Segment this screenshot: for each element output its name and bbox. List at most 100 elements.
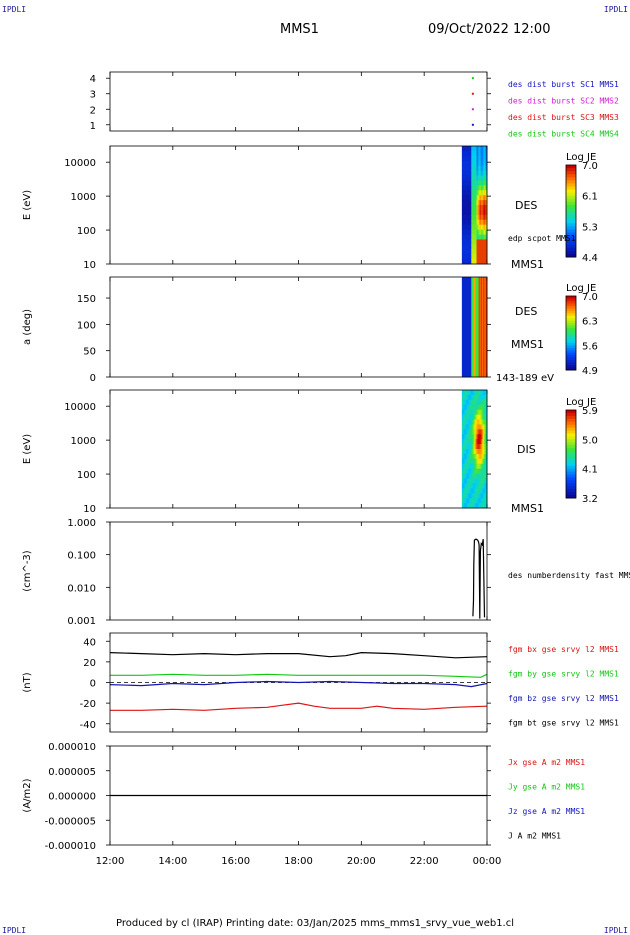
- panel-label-dis: DIS: [517, 443, 536, 456]
- y-axis-label: (A/m2): [22, 778, 33, 812]
- colorbar-1: Log JE7.0 6.1 5.3 4.4: [565, 152, 598, 264]
- y-axis-label: E (eV): [22, 190, 33, 220]
- y-tick-label: 10000: [64, 158, 96, 169]
- y-tick-label: 0: [90, 373, 96, 384]
- series-line-density-0: [472, 538, 486, 619]
- panel-frame-dis_energy: [109, 389, 488, 509]
- legend-bfield-2: fgm bz gse srvy l2 MMS1: [508, 694, 619, 703]
- panel-label-scpot: edp scpot MMS1: [508, 234, 576, 243]
- y-tick-label: 0.010: [67, 583, 96, 594]
- y-tick-label: 0: [90, 679, 96, 690]
- series-line-bfield-2: [109, 680, 488, 688]
- time-tick-label: 16:00: [221, 856, 250, 867]
- y-tick-label: 100: [77, 320, 96, 331]
- series-line-bfield-1: [110, 673, 488, 678]
- y-tick-label: 1000: [71, 192, 96, 203]
- legend-current-0: Jx gse A m2 MMS1: [508, 758, 585, 767]
- corner-label-top-right: IPDLI: [603, 5, 628, 14]
- burst-mark-3: [471, 77, 474, 80]
- panel-frame-density: [109, 521, 488, 621]
- colorbar-title: Log JE: [566, 283, 596, 294]
- y-tick-label: 0.001: [67, 616, 96, 627]
- heatmap-des_pitch: [461, 277, 488, 378]
- corner-label-top-left: IPDLI: [2, 5, 27, 14]
- legend-density-0: des numberdensity fast MMS1: [508, 571, 630, 580]
- burst-mark-0: [471, 123, 474, 126]
- colorbar-2: Log JE7.0 6.3 5.6 4.9: [565, 283, 598, 377]
- y-tick-label: 20: [83, 658, 96, 669]
- y-tick-label: 100: [77, 470, 96, 481]
- y-axis-burst: 1 2 3 4: [90, 72, 491, 132]
- y-tick-label: 3: [90, 90, 96, 101]
- y-axis-label: (nT): [22, 672, 33, 692]
- legend-bfield-0: fgm bx gse srvy l2 MMS1: [508, 645, 619, 654]
- panel-frame-des_pitch: [109, 276, 488, 378]
- series-line-bfield-3: [109, 651, 488, 659]
- legend-burst-1: des dist burst SC2 MMS2: [508, 97, 619, 106]
- y-axis-des_pitch: 0 50 100 150 a (deg): [22, 277, 491, 384]
- y-tick-label: -0.000010: [45, 841, 96, 852]
- y-tick-label: 0.000000: [48, 792, 96, 803]
- time-tick-label: 20:00: [347, 856, 376, 867]
- colorbar-tick: 5.3: [582, 222, 598, 233]
- panel-frame-des_energy: [109, 145, 488, 265]
- burst-mark-1: [471, 108, 474, 111]
- legend-burst-2: des dist burst SC3 MMS3: [508, 113, 619, 122]
- colorbar-tick: 6.3: [582, 317, 598, 328]
- legend-burst-0: des dist burst SC1 MMS1: [508, 80, 619, 89]
- colorbar-tick: 5.6: [582, 341, 598, 352]
- y-tick-label: 4: [90, 74, 96, 85]
- corner-label-bottom-right: IPDLI: [603, 926, 628, 935]
- y-axis-des_energy: 10 100 1000 10000 E (eV): [22, 146, 491, 271]
- y-tick-label: 2: [90, 105, 96, 116]
- y-tick-label: 40: [83, 637, 96, 648]
- panel-label-des: DES: [515, 305, 537, 318]
- y-axis-label: (cm^-3): [22, 550, 33, 591]
- spacecraft-title: MMS1: [280, 22, 319, 37]
- y-axis-label: E (eV): [22, 434, 33, 464]
- time-tick-label: 12:00: [96, 856, 125, 867]
- burst-mark-2: [471, 92, 474, 95]
- panel-label-energy-range: 143-189 eV: [496, 373, 554, 384]
- y-axis-current: -0.000010 -0.000005 0.000000 0.000005 0.0000…: [22, 742, 491, 852]
- y-tick-label: 1000: [71, 436, 96, 447]
- corner-label-bottom-left: IPDLI: [2, 926, 27, 935]
- y-tick-label: 1.000: [67, 518, 96, 529]
- colorbar-tick: 5.9: [582, 406, 598, 417]
- colorbar-tick: 4.9: [582, 366, 598, 377]
- heatmap-des_energy: [461, 146, 488, 265]
- y-tick-label: 150: [77, 294, 96, 305]
- y-tick-label: 50: [83, 347, 96, 358]
- footer-text: Produced by cl (IRAP) Printing date: 03/…: [115, 918, 515, 929]
- colorbar-tick: 7.0: [582, 161, 598, 172]
- y-tick-label: 1: [90, 121, 96, 132]
- panel-label-mms1: MMS1: [511, 338, 544, 351]
- panel-label-mms1: MMS1: [511, 258, 544, 271]
- time-tick-label: 00:00: [473, 856, 502, 867]
- y-tick-label: 0.100: [67, 551, 96, 562]
- y-tick-label: 10000: [64, 402, 96, 413]
- y-axis-bfield: -40 -20 0 20 40 (nT): [22, 633, 491, 732]
- legend-current-2: Jz gse A m2 MMS1: [508, 807, 585, 816]
- y-tick-label: 0.000005: [48, 767, 96, 778]
- colorbar-title: Log JE: [566, 397, 596, 408]
- y-tick-label: -40: [80, 720, 96, 731]
- legend-burst-3: des dist burst SC4 MMS4: [508, 130, 619, 139]
- legend-current-3: J A m2 MMS1: [508, 832, 561, 841]
- y-tick-label: 0.000010: [48, 742, 96, 753]
- y-tick-label: -20: [80, 699, 96, 710]
- colorbar-tick: 6.1: [582, 192, 598, 203]
- colorbar-tick: 4.4: [582, 253, 598, 264]
- colorbar-title: Log JE: [566, 152, 596, 163]
- series-line-bfield-0: [110, 702, 488, 711]
- panel-label-des: DES: [515, 199, 537, 212]
- y-tick-label: 10: [83, 504, 96, 515]
- time-tick-label: 14:00: [158, 856, 187, 867]
- legend-bfield-3: fgm bt gse srvy l2 MMS1: [508, 719, 619, 728]
- panel-frame-burst: [109, 71, 488, 132]
- y-tick-label: -0.000005: [45, 816, 96, 827]
- colorbar-tick: 3.2: [582, 494, 598, 505]
- time-tick-label: 18:00: [284, 856, 313, 867]
- legend-current-1: Jy gse A m2 MMS1: [508, 783, 585, 792]
